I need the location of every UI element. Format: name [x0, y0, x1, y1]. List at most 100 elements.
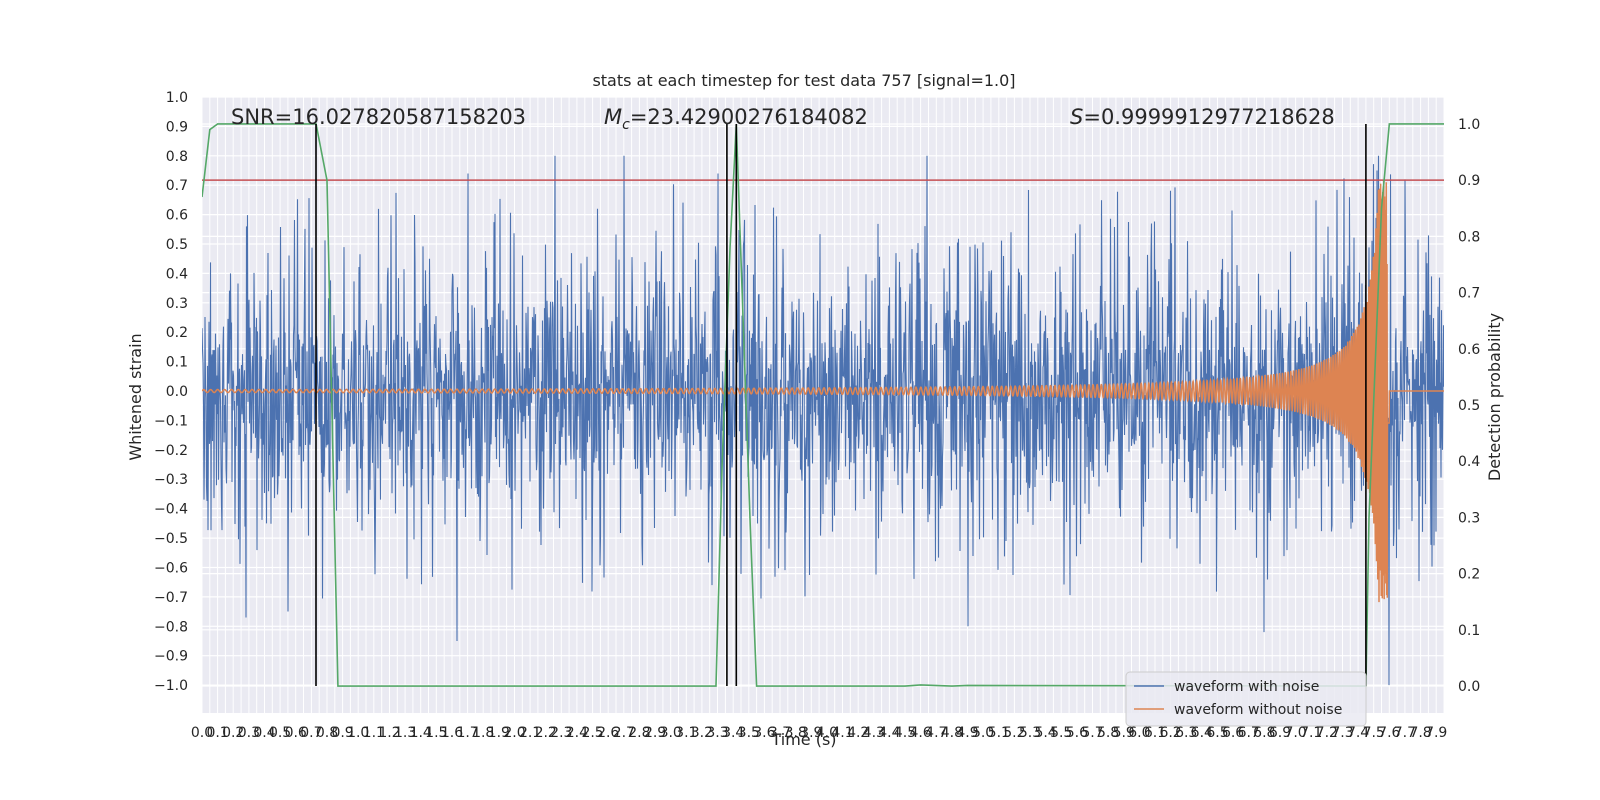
x-tick-label: 5.7 [1081, 725, 1103, 741]
x-tick-label: 5.2 [1003, 725, 1025, 741]
x-tick-label: 1.4 [410, 725, 432, 741]
plot-content [202, 123, 1444, 687]
right-y-tick-label: 0.9 [1458, 173, 1480, 189]
left-y-tick-label: 0.1 [166, 355, 188, 371]
x-tick-label: 4.4 [878, 725, 900, 741]
x-tick-label: 6.1 [1144, 725, 1166, 741]
left-y-tick-label: 0.3 [166, 296, 188, 312]
x-tick-label: 2.7 [613, 725, 635, 741]
score-symbol: S [1070, 105, 1083, 129]
left-y-tick-label: −0.2 [154, 443, 188, 459]
left-y-tick-label: −0.1 [154, 413, 188, 429]
x-tick-label: 6.4 [1191, 725, 1213, 741]
left-y-tick-label: −0.3 [154, 472, 188, 488]
x-tick-label: 2.3 [550, 725, 572, 741]
x-tick-label: 0.2 [222, 725, 244, 741]
x-tick-label: 3.9 [800, 725, 822, 741]
x-tick-label: 3.8 [785, 725, 807, 741]
right-y-tick-label: 0.1 [1458, 623, 1480, 639]
x-tick-label: 6.8 [1253, 725, 1275, 741]
x-tick-label: 7.3 [1331, 725, 1353, 741]
left-y-axis-label: Whitened strain [126, 333, 145, 460]
left-y-tick-label: −0.8 [154, 619, 188, 635]
right-y-tick-label: 0.6 [1458, 342, 1480, 358]
x-tick-label: 6.9 [1269, 725, 1291, 741]
chirp-mass-annotation: Mc=23.42900276184082 [604, 105, 868, 133]
x-tick-label: 1.8 [472, 725, 494, 741]
x-tick-label: 0.9 [331, 725, 353, 741]
x-tick-label: 4.8 [941, 725, 963, 741]
x-axis-label: Time (s) [770, 730, 836, 749]
chirp-mass-subscript: c [622, 117, 630, 133]
left-y-tick-label: −0.5 [154, 531, 188, 547]
chirp-mass-value: =23.42900276184082 [630, 105, 868, 129]
x-tick-label: 5.4 [1034, 725, 1056, 741]
left-y-tick-label: 0.7 [166, 178, 188, 194]
x-tick-label: 2.8 [628, 725, 650, 741]
legend-label-waveform-with-noise: waveform with noise [1174, 679, 1319, 695]
legend: waveform with noise waveform without noi… [1125, 671, 1367, 727]
x-tick-label: 1.5 [425, 725, 447, 741]
x-tick-label: 7.0 [1284, 725, 1306, 741]
x-tick-label: 3.6 [753, 725, 775, 741]
series-waveform-without-noise [202, 180, 1444, 603]
x-tick-label: 2.9 [644, 725, 666, 741]
x-tick-label: 6.2 [1159, 725, 1181, 741]
x-tick-label: 3.7 [769, 725, 791, 741]
x-tick-label: 7.8 [1409, 725, 1431, 741]
x-tick-label: 6.6 [1222, 725, 1244, 741]
x-tick-label: 1.0 [347, 725, 369, 741]
x-tick-label: 5.8 [1097, 725, 1119, 741]
x-axis-ticks: 0.00.10.20.30.40.50.60.70.80.91.01.11.21… [191, 725, 1447, 741]
left-y-tick-label: 0.9 [166, 119, 188, 135]
x-tick-label: 7.1 [1300, 725, 1322, 741]
x-tick-label: 7.7 [1394, 725, 1416, 741]
x-tick-label: 3.2 [691, 725, 713, 741]
right-y-axis-ticks: 1.0 0.9 0.8 0.7 0.6 0.5 0.4 0.3 0.2 0.1 0.0 [1458, 117, 1480, 695]
x-tick-label: 0.0 [191, 725, 213, 741]
score-value: =0.9999912977218628 [1083, 105, 1334, 129]
x-tick-label: 4.9 [956, 725, 978, 741]
x-tick-label: 1.9 [488, 725, 510, 741]
x-tick-label: 2.5 [581, 725, 603, 741]
x-tick-label: 6.5 [1206, 725, 1228, 741]
series-waveform-with-noise [202, 155, 1444, 686]
x-tick-label: 7.4 [1347, 725, 1369, 741]
x-tick-label: 5.0 [972, 725, 994, 741]
x-tick-label: 7.2 [1316, 725, 1338, 741]
legend-label-waveform-without-noise: waveform without noise [1174, 702, 1342, 718]
x-tick-label: 1.3 [394, 725, 416, 741]
x-tick-label: 4.1 [831, 725, 853, 741]
left-y-tick-label: −1.0 [154, 678, 188, 694]
x-tick-label: 6.3 [1175, 725, 1197, 741]
x-tick-label: 1.6 [441, 725, 463, 741]
x-tick-label: 4.3 [863, 725, 885, 741]
x-tick-label: 5.9 [1113, 725, 1135, 741]
snr-annotation: SNR=16.027820587158203 [231, 105, 526, 129]
x-tick-label: 4.2 [847, 725, 869, 741]
x-tick-label: 0.1 [206, 725, 228, 741]
x-tick-label: 5.1 [988, 725, 1010, 741]
x-tick-label: 4.5 [894, 725, 916, 741]
left-y-tick-label: 0.5 [166, 237, 188, 253]
x-tick-label: 0.4 [253, 725, 275, 741]
right-y-tick-label: 0.8 [1458, 229, 1480, 245]
x-tick-label: 1.1 [363, 725, 385, 741]
x-tick-label: 6.7 [1238, 725, 1260, 741]
left-y-tick-label: −0.4 [154, 502, 188, 518]
left-y-tick-label: 0.4 [166, 266, 188, 282]
right-y-tick-label: 0.2 [1458, 567, 1480, 583]
x-tick-label: 2.2 [535, 725, 557, 741]
chirp-mass-symbol: M [604, 105, 622, 129]
right-y-tick-label: 0.3 [1458, 510, 1480, 526]
chart-title: stats at each timestep for test data 757… [592, 71, 1015, 90]
left-y-tick-label: 0.2 [166, 325, 188, 341]
x-tick-label: 0.8 [316, 725, 338, 741]
series-detection-probability [202, 123, 1444, 687]
left-y-tick-label: −0.7 [154, 590, 188, 606]
left-y-tick-label: 1.0 [166, 90, 188, 106]
x-tick-label: 3.5 [738, 725, 760, 741]
x-tick-label: 4.7 [925, 725, 947, 741]
x-tick-label: 2.4 [566, 725, 588, 741]
